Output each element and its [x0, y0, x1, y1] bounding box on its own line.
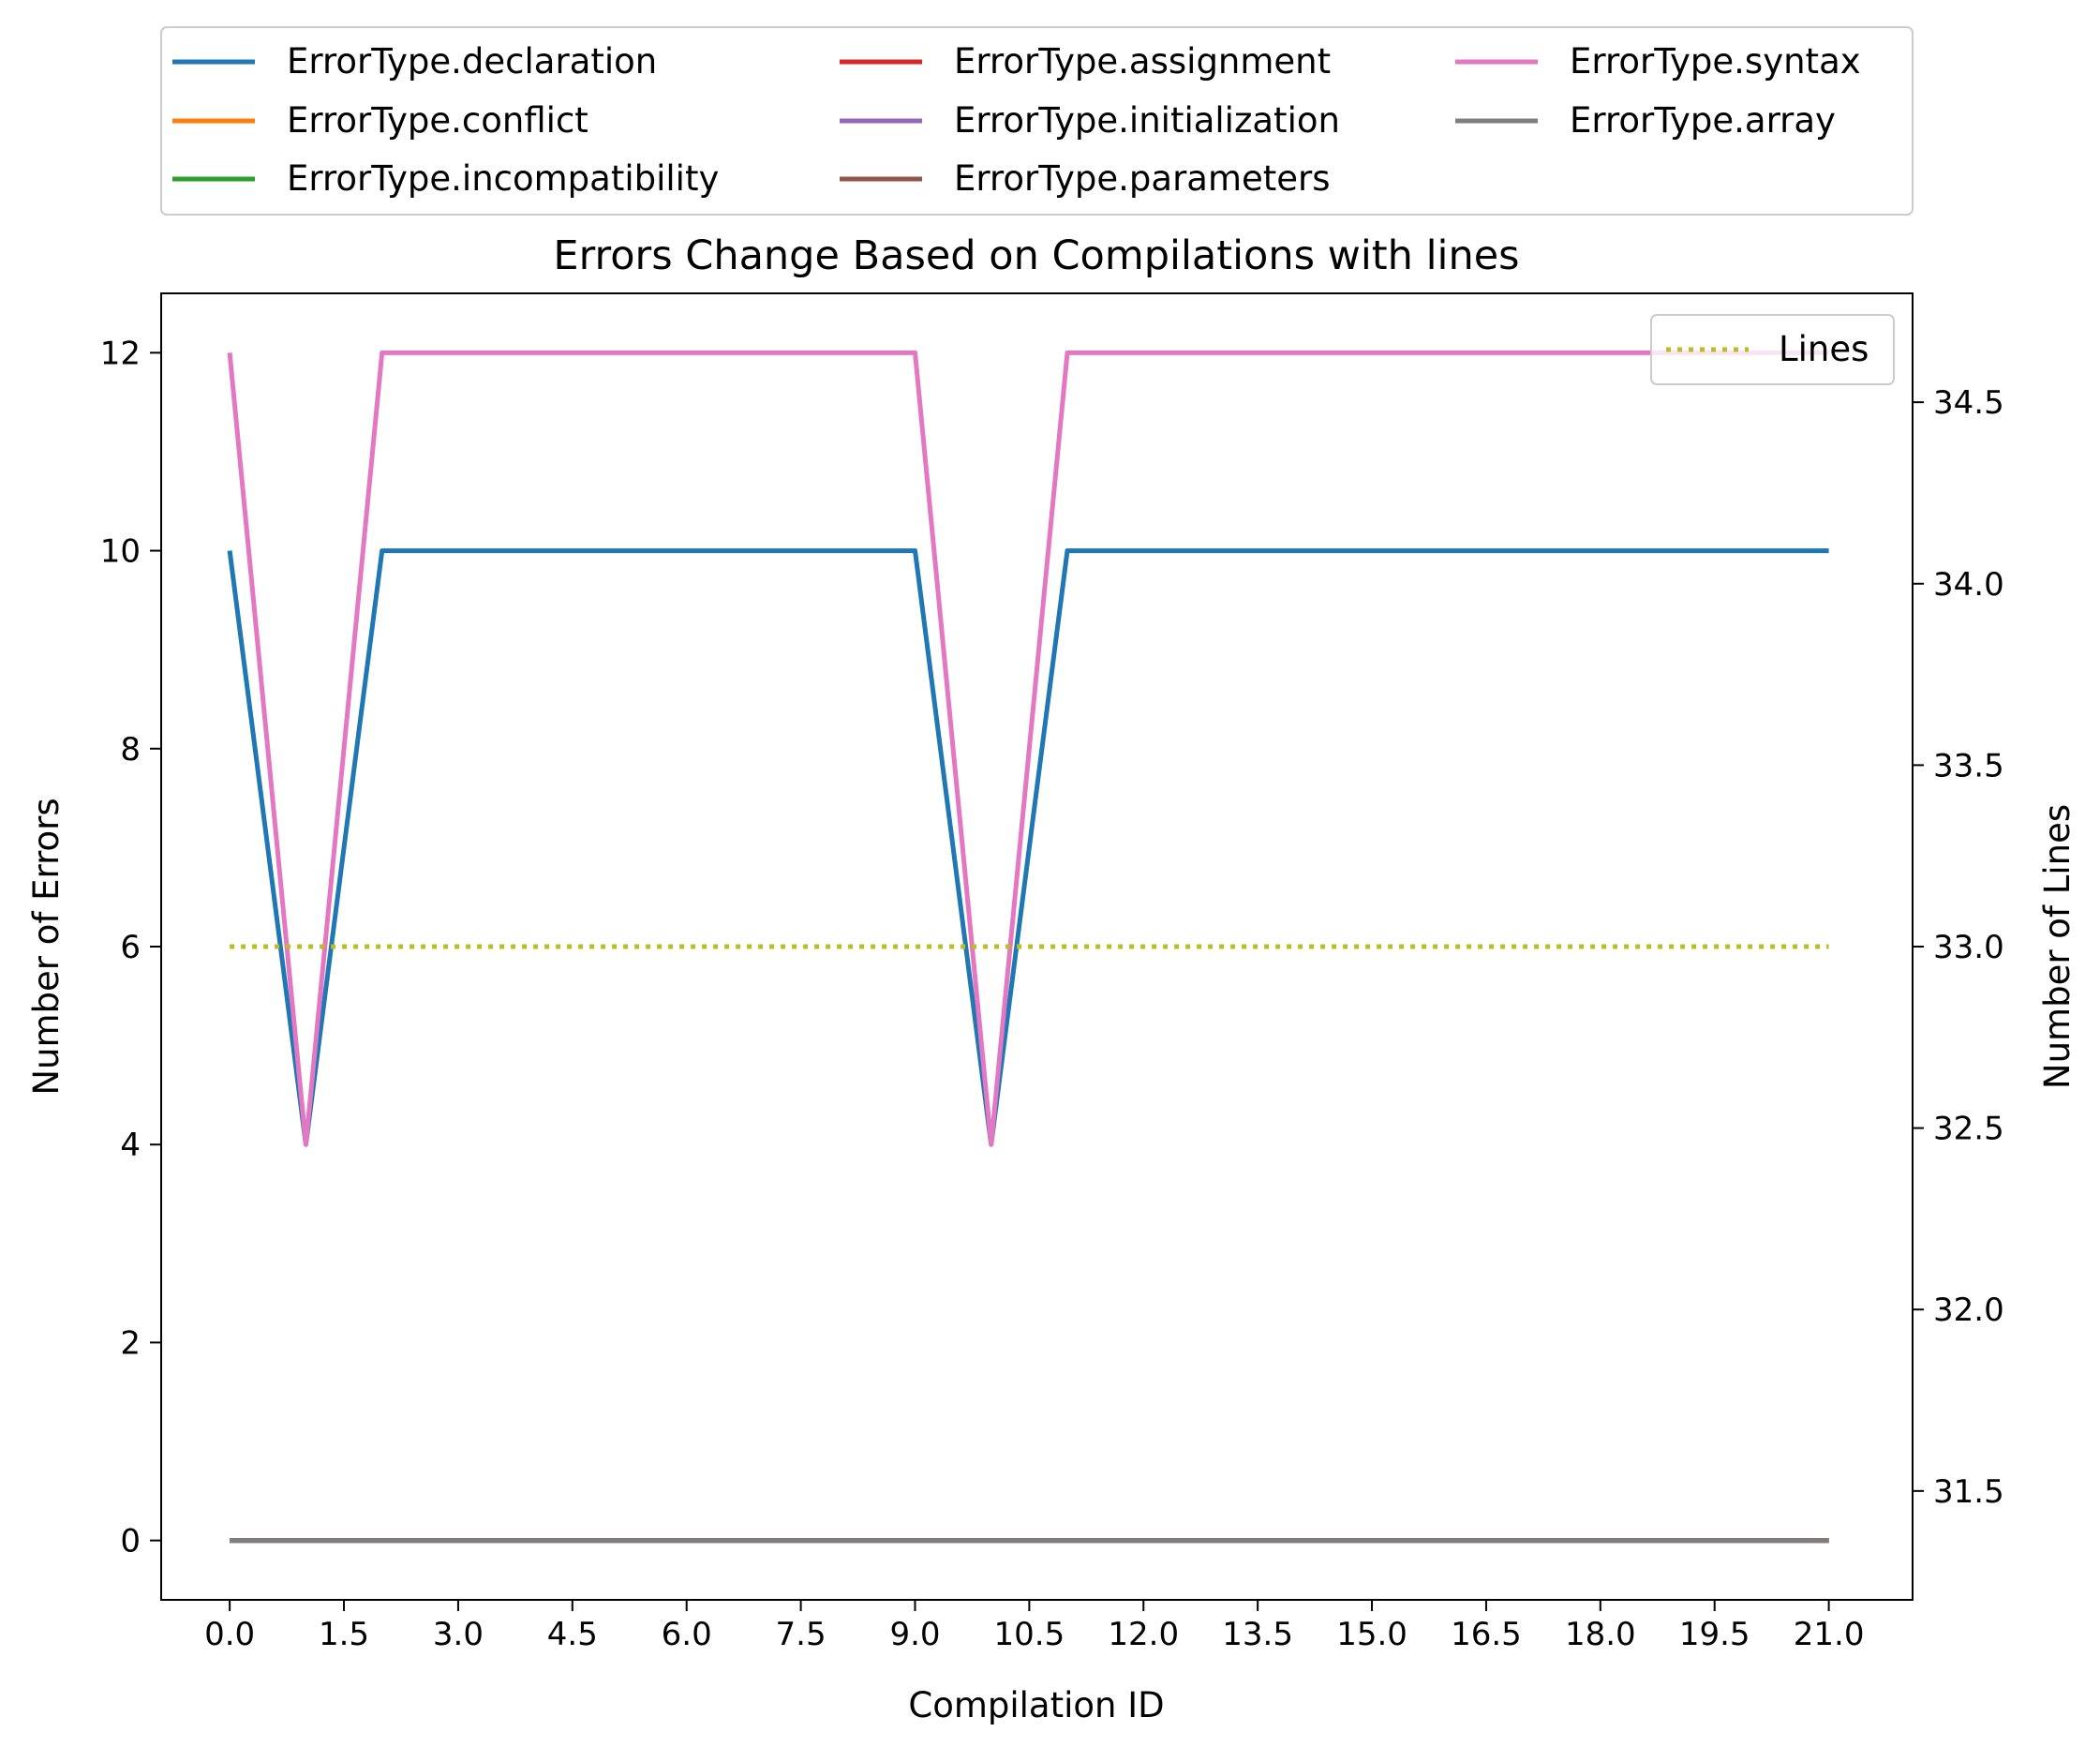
y2-tick-label: 34.0	[1933, 566, 2004, 604]
y2-tick-label: 31.5	[1933, 1473, 2004, 1511]
y2-tick-label: 32.5	[1933, 1111, 2004, 1148]
x-tick-label: 13.5	[1222, 1616, 1293, 1653]
chart-title: Errors Change Based on Compilations with…	[553, 232, 1519, 279]
legend-frame	[160, 26, 1914, 216]
legend-label-errortype-declaration: ErrorType.declaration	[287, 41, 657, 82]
x-tick-label: 19.5	[1679, 1616, 1750, 1653]
plot-lines	[227, 350, 1829, 1544]
x-tick-label: 3.0	[433, 1616, 484, 1653]
legend-lines: Lines	[1650, 314, 1895, 385]
y-tick-label: 10	[100, 533, 141, 571]
y-tick-label: 6	[120, 929, 141, 966]
y-tick-label: 12	[100, 335, 141, 372]
x-tick-label: 4.5	[547, 1616, 598, 1653]
legend-label-lines: Lines	[1779, 329, 1869, 369]
y-axis-label: Number of Errors	[26, 798, 67, 1095]
x-tick-label: 18.0	[1565, 1616, 1636, 1653]
y2-tick-label: 34.5	[1933, 384, 2004, 422]
legend-label-errortype-syntax: ErrorType.syntax	[1570, 41, 1861, 82]
x-tick-label: 6.0	[662, 1616, 712, 1653]
x-tick-label: 0.0	[204, 1616, 255, 1653]
legend-label-errortype-array: ErrorType.array	[1570, 100, 1836, 141]
x-tick-label: 10.5	[994, 1616, 1065, 1653]
legend-label-errortype-assignment: ErrorType.assignment	[954, 41, 1331, 82]
legend-label-errortype-conflict: ErrorType.conflict	[287, 100, 588, 141]
x-axis-ticks: 0.0 1.5 3.0 4.5 6.0 7.5 9.0 10.5 12.0 13.5 15.0 16.…	[204, 1600, 1864, 1653]
x-tick-label: 12.0	[1108, 1616, 1179, 1653]
y2-axis-label: Number of Lines	[2037, 804, 2078, 1089]
y-tick-label: 2	[120, 1324, 141, 1362]
x-tick-label: 7.5	[776, 1616, 827, 1653]
y2-axis-ticks: 31.5 32.0 32.5 33.0 33.5 34.0 34.5	[1913, 384, 2004, 1511]
x-axis-label: Compilation ID	[908, 1685, 1164, 1725]
x-tick-label: 9.0	[889, 1616, 940, 1653]
y2-tick-label: 32.0	[1933, 1292, 2004, 1329]
legend-main: ErrorType.declaration ErrorType.conflict E…	[160, 26, 1914, 216]
x-tick-label: 15.0	[1336, 1616, 1407, 1653]
legend-lines-frame	[1650, 314, 1895, 385]
legend-label-errortype-parameters: ErrorType.parameters	[954, 158, 1331, 199]
y2-tick-label: 33.0	[1933, 929, 2004, 966]
y-axis-ticks: 0 2 4 6 8 10 12	[100, 335, 161, 1560]
legend-label-errortype-incompatibility: ErrorType.incompatibility	[287, 158, 719, 199]
legend-label-errortype-initialization: ErrorType.initialization	[954, 100, 1340, 141]
x-tick-label: 21.0	[1794, 1616, 1865, 1653]
y-tick-label: 0	[120, 1523, 141, 1560]
y-tick-label: 4	[120, 1127, 141, 1164]
y-tick-label: 8	[120, 731, 141, 769]
x-tick-label: 16.5	[1451, 1616, 1522, 1653]
y2-tick-label: 33.5	[1933, 747, 2004, 784]
series-line-errortype-declaration	[227, 548, 1829, 1147]
x-tick-label: 1.5	[319, 1616, 369, 1653]
series-line-errortype-syntax	[227, 350, 1829, 1147]
